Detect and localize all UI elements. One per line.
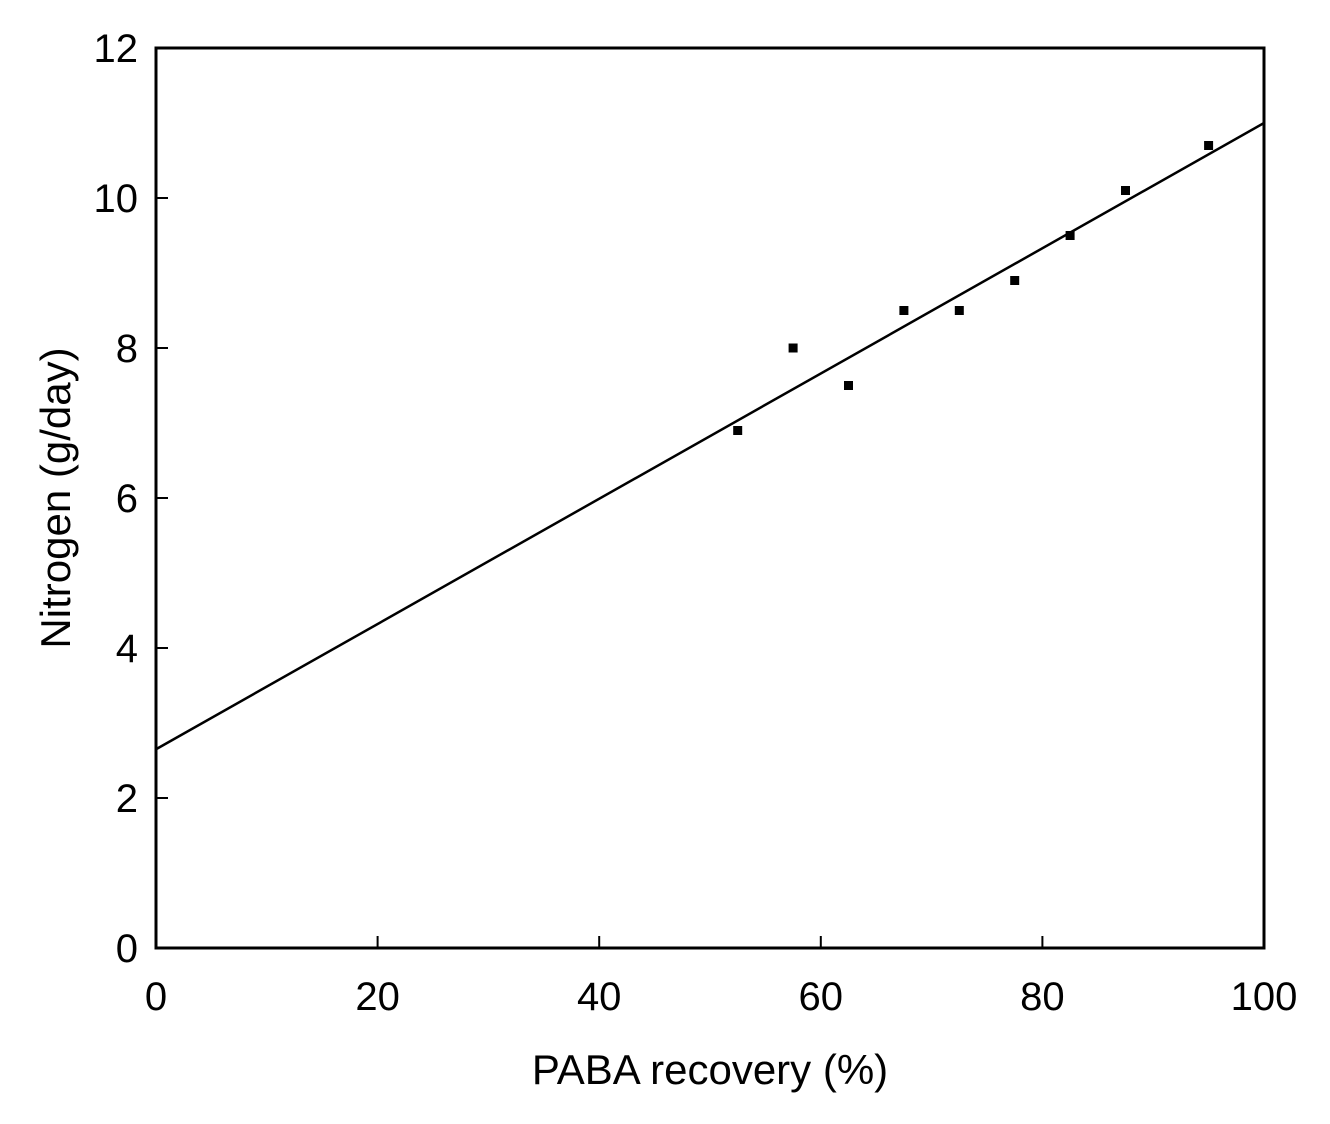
y-tick-label: 0 <box>116 927 138 971</box>
x-tick-label: 80 <box>1020 975 1065 1019</box>
data-points <box>733 141 1214 435</box>
data-point <box>844 381 853 390</box>
y-tick-label: 10 <box>94 177 139 221</box>
y-tick-label: 6 <box>116 477 138 521</box>
y-tick-label: 4 <box>116 627 138 671</box>
data-point <box>1065 231 1075 240</box>
fit-line-layer <box>155 121 1265 751</box>
data-point <box>788 343 798 353</box>
y-tick-label: 12 <box>94 27 139 71</box>
x-tick-label: 100 <box>1231 975 1298 1019</box>
y-tick-label: 2 <box>116 777 138 821</box>
x-axis-title: PABA recovery (%) <box>532 1046 888 1093</box>
x-tick-label: 40 <box>577 975 622 1019</box>
data-point <box>1204 141 1214 150</box>
plot-frame <box>154 46 1266 950</box>
data-point <box>1010 276 1020 285</box>
x-tick-label: 0 <box>145 975 167 1019</box>
data-point <box>954 306 964 315</box>
y-axis-title: Nitrogen (g/day) <box>32 347 79 648</box>
regression-line <box>155 121 1265 751</box>
x-axis: 0 20 40 60 80 100 <box>145 936 1298 1019</box>
y-axis: 0 2 4 6 8 10 12 <box>94 27 168 971</box>
x-tick-label: 60 <box>799 975 844 1019</box>
y-tick-label: 8 <box>116 327 138 371</box>
data-point <box>899 306 909 315</box>
x-tick-label: 20 <box>355 975 400 1019</box>
data-point <box>733 426 743 435</box>
data-point <box>1121 186 1130 195</box>
